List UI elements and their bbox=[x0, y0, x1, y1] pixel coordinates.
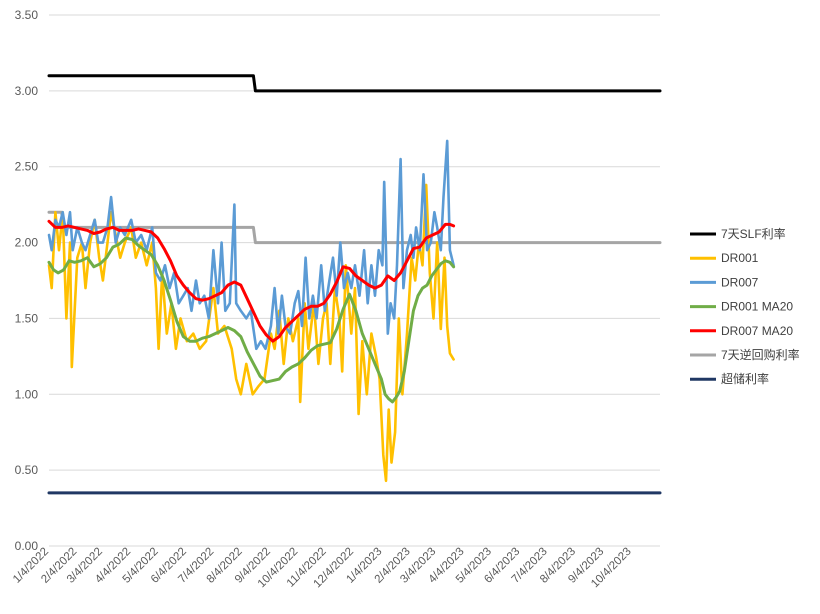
legend-label: 超储利率 bbox=[721, 371, 769, 386]
legend-label: 7天SLF利率 bbox=[721, 226, 786, 241]
series-line-6 bbox=[47, 219, 456, 343]
y-tick-label: 0.00 bbox=[15, 539, 39, 553]
y-tick-label: 2.50 bbox=[15, 160, 39, 174]
x-axis: 1/4/20222/4/20223/4/20224/4/20225/4/2022… bbox=[11, 546, 634, 591]
y-tick-label: 2.00 bbox=[15, 236, 39, 250]
y-tick-label: 1.00 bbox=[15, 387, 39, 401]
plot-area bbox=[47, 74, 662, 495]
y-tick-label: 3.50 bbox=[15, 8, 39, 22]
y-axis: 0.00 0.50 1.00 1.50 2.00 2.50 3.00 3.50 bbox=[15, 8, 39, 553]
y-tick-label: 3.00 bbox=[15, 84, 39, 98]
legend-label: 7天逆回购利率 bbox=[721, 347, 800, 362]
legend-label: DR007 MA20 bbox=[721, 324, 793, 338]
y-tick-label: 0.50 bbox=[15, 463, 39, 477]
series-line-1 bbox=[47, 210, 662, 245]
legend-label: DR001 MA20 bbox=[721, 300, 793, 314]
gridlines bbox=[49, 14, 660, 547]
series-line-2 bbox=[47, 74, 662, 93]
series-line-5 bbox=[47, 236, 456, 404]
legend-label: DR007 bbox=[721, 275, 759, 289]
y-tick-label: 1.50 bbox=[15, 311, 39, 325]
legend: 7天SLF利率 DR001 DR007 DR001 MA20 DR007 MA20 7天逆… bbox=[690, 226, 800, 386]
series-line-4 bbox=[47, 139, 455, 351]
legend-label: DR001 bbox=[721, 251, 759, 265]
